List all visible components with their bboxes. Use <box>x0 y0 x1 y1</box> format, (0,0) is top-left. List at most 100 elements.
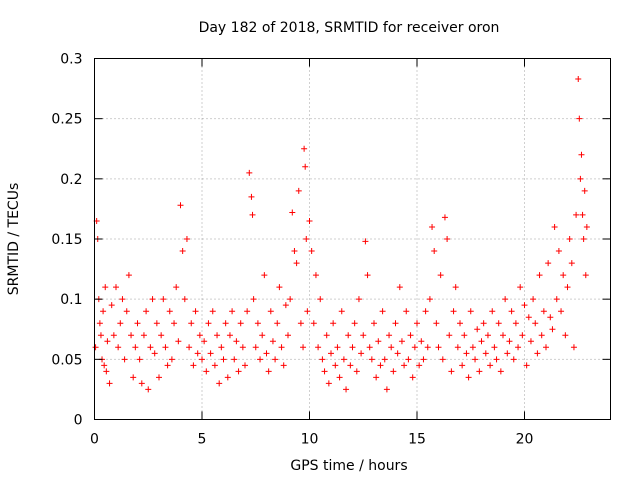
data-point <box>407 332 414 339</box>
data-point <box>570 344 577 351</box>
data-point <box>229 308 236 315</box>
data-point <box>265 368 272 375</box>
data-point <box>409 374 416 381</box>
data-point <box>323 332 330 339</box>
data-point <box>115 344 122 351</box>
tick-layer: 0 5 10 15 20 0 0.05 0.1 0.15 0.2 0.25 0.3 <box>51 52 611 448</box>
data-point <box>517 284 524 291</box>
data-point <box>194 350 201 357</box>
data-point <box>422 308 429 315</box>
y-tick-label: 0.1 <box>60 292 82 308</box>
data-point <box>424 344 431 351</box>
data-point <box>297 320 304 327</box>
data-point <box>153 320 160 327</box>
data-point <box>263 350 270 357</box>
data-point <box>291 248 298 255</box>
data-point <box>310 320 317 327</box>
data-point <box>295 187 302 194</box>
data-point <box>119 296 126 303</box>
data-point <box>181 296 188 303</box>
data-point <box>209 308 216 315</box>
data-point <box>242 362 248 369</box>
data-point <box>173 284 180 291</box>
data-point <box>532 320 539 327</box>
y-tick-label: 0.2 <box>60 172 82 188</box>
data-point <box>293 260 300 267</box>
data-point <box>248 193 255 200</box>
data-point <box>362 238 369 245</box>
data-point <box>560 272 567 279</box>
data-point <box>457 320 463 327</box>
data-point <box>218 344 225 351</box>
data-point <box>249 211 256 218</box>
data-point <box>476 368 483 375</box>
data-point <box>390 368 397 375</box>
data-point <box>373 374 380 381</box>
x-tick-label: 20 <box>516 432 534 448</box>
data-point <box>562 332 569 339</box>
data-point <box>448 368 455 375</box>
data-point <box>261 272 268 279</box>
data-point <box>519 332 526 339</box>
y-tick-label: 0.05 <box>51 352 82 368</box>
data-point <box>497 368 504 375</box>
data-point <box>452 284 459 291</box>
data-point <box>467 308 474 315</box>
data-point <box>175 338 182 345</box>
data-point <box>325 380 332 387</box>
data-point <box>102 284 109 291</box>
data-point <box>151 350 158 357</box>
data-point <box>97 332 104 339</box>
data-point <box>564 284 571 291</box>
data-point <box>222 320 229 327</box>
data-point <box>493 356 500 363</box>
data-point <box>530 296 537 303</box>
data-point <box>321 368 328 375</box>
data-point <box>525 314 532 321</box>
data-point <box>338 308 345 315</box>
data-point <box>205 320 212 327</box>
data-point <box>403 308 410 315</box>
data-point <box>340 356 347 363</box>
data-point <box>278 344 285 351</box>
data-point <box>437 272 444 279</box>
data-point <box>418 338 425 345</box>
data-point <box>300 344 307 351</box>
data-point <box>177 202 184 209</box>
data-point <box>576 115 583 122</box>
data-point <box>100 308 107 315</box>
data-point <box>383 386 390 393</box>
data-point <box>577 175 584 182</box>
data-point <box>332 362 339 369</box>
data-point <box>484 332 491 339</box>
data-point <box>246 169 253 176</box>
data-point <box>203 368 210 375</box>
data-point <box>549 326 556 333</box>
data-point <box>156 374 162 381</box>
data-point <box>302 163 309 170</box>
data-point <box>355 296 362 303</box>
data-point <box>375 338 382 345</box>
data-point <box>583 223 590 230</box>
data-point <box>336 374 343 381</box>
data-point <box>469 344 476 351</box>
data-point <box>267 308 274 315</box>
data-point <box>345 332 352 339</box>
y-axis-label: SRMTID / TECUs <box>6 183 22 296</box>
data-point <box>368 356 375 363</box>
data-point <box>371 320 377 327</box>
data-point <box>433 320 440 327</box>
data-point <box>214 332 221 339</box>
x-axis-label: GPS time / hours <box>290 458 407 474</box>
data-point <box>207 350 214 357</box>
data-point <box>459 362 466 369</box>
data-point <box>319 356 326 363</box>
data-point <box>158 332 165 339</box>
data-point <box>315 344 322 351</box>
y-tick-label: 0.15 <box>51 232 82 248</box>
data-point <box>551 223 558 230</box>
data-point <box>239 344 246 351</box>
y-tick-label: 0.25 <box>51 112 82 128</box>
y-tick-label: 0.3 <box>60 52 82 68</box>
data-point <box>386 332 393 339</box>
